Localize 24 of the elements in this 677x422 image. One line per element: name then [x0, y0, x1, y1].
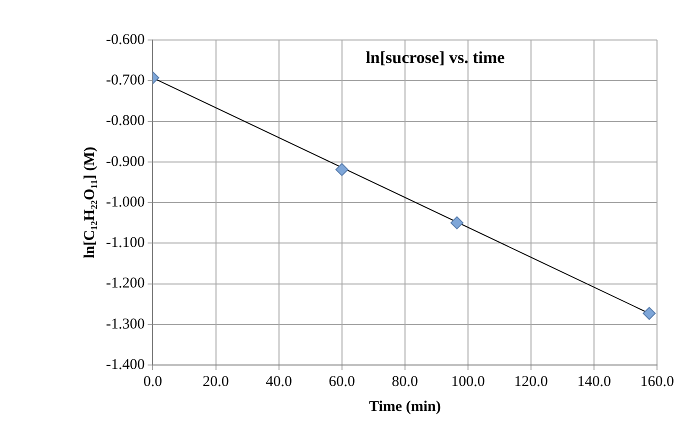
y-tick-label: -0.600: [106, 32, 145, 48]
y-axis-title: ln[C₁₂H₂₂O₁₁] (M): [82, 146, 98, 258]
x-tick-label: 160.0: [640, 374, 674, 390]
y-tick-label: -1.400: [106, 356, 145, 373]
x-tick-label: 120.0: [514, 374, 548, 390]
y-tick-label: -0.900: [106, 154, 145, 170]
y-tick-label: -0.800: [106, 113, 145, 130]
text: ln[sucrose] vs. time: [366, 48, 506, 67]
y-tick-label: -1.200: [106, 276, 145, 292]
y-tick-label: -1.100: [106, 235, 145, 252]
point: [335, 163, 348, 176]
x-tick-label: 20.0: [202, 374, 229, 390]
x-tick-label: 80.0: [392, 374, 418, 390]
x-tick-label: 140.0: [577, 374, 611, 390]
x-tick-label: 100.0: [451, 374, 485, 390]
point: [450, 216, 464, 230]
x-tick-label: 40.0: [266, 374, 292, 390]
x-tick-label: 0.0: [143, 374, 162, 390]
y-tick-label: -1.000: [106, 194, 145, 210]
y-tick-label: -0.700: [106, 72, 145, 89]
x-axis-title: Time (min): [369, 398, 441, 415]
point: [642, 306, 656, 320]
x-tick-label: 60.0: [328, 374, 356, 390]
y-tick-label: -1.300: [106, 316, 145, 332]
